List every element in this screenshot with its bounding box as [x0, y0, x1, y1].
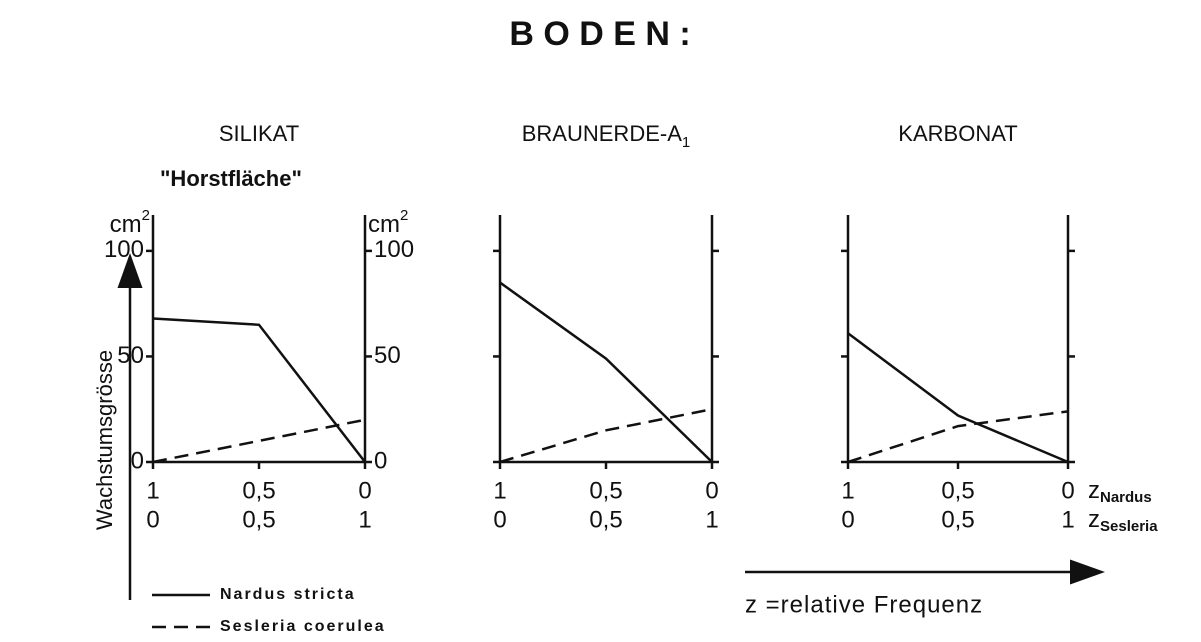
panel-title: BRAUNERDE-A1	[522, 121, 690, 151]
title: B O D E N :	[509, 15, 690, 53]
panel-title-main: SILIKAT	[219, 121, 299, 146]
x-tick-label: 0,5	[941, 477, 974, 504]
x-axis-name: zSesleria	[1088, 506, 1158, 535]
x-tick-label: 1	[146, 477, 159, 504]
series-line	[499, 281, 713, 463]
x2-tick-label: 1	[705, 506, 718, 533]
y-quantity: "Horstfläche"	[160, 166, 302, 191]
panel-title: SILIKAT	[219, 121, 299, 146]
panel-title-sub: 1	[682, 134, 690, 151]
x-tick-label: 0,5	[589, 477, 622, 504]
x-axis-name-main: z	[1088, 506, 1100, 533]
y-tick-label: 50	[374, 342, 401, 369]
x-tick-label: 1	[493, 477, 506, 504]
x-axis-name-main: z	[1088, 477, 1100, 504]
x-tick-label: 0	[1061, 477, 1074, 504]
legend-label: Sesleria coerulea	[220, 618, 386, 635]
x2-tick-label: 0	[146, 506, 159, 533]
y-unit: cm2	[110, 207, 150, 238]
y-unit-sup: 2	[142, 207, 150, 224]
y-tick-label: 100	[374, 236, 414, 263]
x2-tick-label: 0,5	[242, 506, 275, 533]
y-unit-main: cm	[110, 211, 142, 238]
x2-tick-label: 0	[493, 506, 506, 533]
x2-tick-label: 0	[841, 506, 854, 533]
legend-label: Nardus stricta	[220, 586, 356, 603]
x-axis-name-sub: Nardus	[1100, 489, 1152, 506]
x-tick-label: 1	[841, 477, 854, 504]
x-tick-label: 0,5	[242, 477, 275, 504]
panel-title-main: KARBONAT	[898, 121, 1017, 146]
x2-tick-label: 0,5	[941, 506, 974, 533]
series-line	[847, 332, 1069, 464]
panel-title: KARBONAT	[898, 121, 1017, 146]
y-tick-label: 50	[117, 342, 144, 369]
x2-tick-label: 1	[358, 506, 371, 533]
x2-tick-label: 0,5	[589, 506, 622, 533]
x2-tick-label: 1	[1061, 506, 1074, 533]
y-label: Wachstumsgrösse	[92, 350, 117, 530]
series-line	[152, 317, 366, 463]
y-unit-main: cm	[368, 211, 400, 238]
series-line	[847, 410, 1069, 464]
y-unit-sup: 2	[400, 207, 408, 224]
y-tick-label: 0	[131, 447, 144, 474]
x-tick-label: 0	[358, 477, 371, 504]
x-note: z =relative Frequenz	[745, 591, 983, 618]
series-line	[152, 418, 366, 464]
x-tick-label: 0	[705, 477, 718, 504]
y-tick-label: 0	[374, 447, 387, 474]
panel-title-main: BRAUNERDE-A	[522, 121, 682, 146]
x-axis-name: zNardus	[1088, 477, 1152, 506]
y-tick-label: 100	[104, 236, 144, 263]
x-axis-name-sub: Sesleria	[1100, 518, 1158, 535]
series-line	[499, 407, 713, 464]
y-unit: cm2	[368, 207, 408, 238]
